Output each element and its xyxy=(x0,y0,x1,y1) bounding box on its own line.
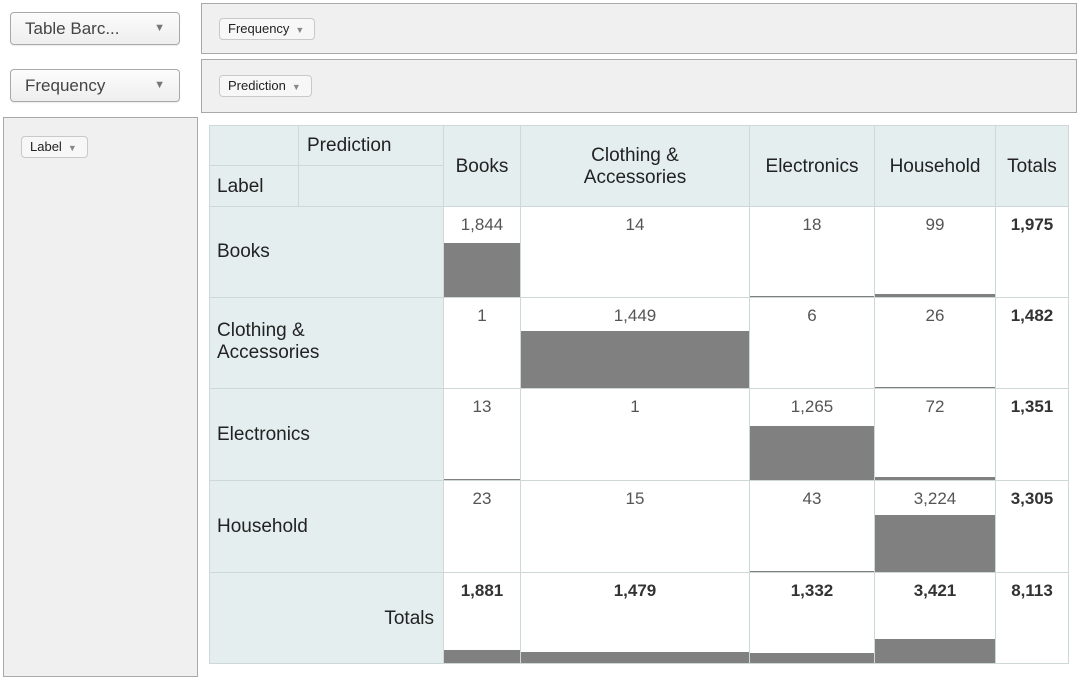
pill-triangle-icon[interactable]: ▼ xyxy=(291,82,301,92)
cell-value: 1,332 xyxy=(790,581,834,600)
cell-value: 18 xyxy=(802,215,822,234)
corner-cell xyxy=(209,125,299,166)
cell-bar xyxy=(875,387,995,388)
vals-area[interactable] xyxy=(201,3,1077,54)
col-total-cell: 1,881 xyxy=(443,572,521,664)
cell-value: 14 xyxy=(625,215,645,234)
cell-value: 3,224 xyxy=(913,489,957,508)
matrix-cell: 15 xyxy=(520,480,750,573)
rows-attr-pill[interactable]: Label ▼ xyxy=(21,136,88,158)
cell-value: 1,482 xyxy=(1010,306,1054,325)
cell-bar xyxy=(750,296,874,297)
matrix-cell: 18 xyxy=(749,206,875,298)
cell-value: 1,881 xyxy=(460,581,504,600)
matrix-cell: 6 xyxy=(749,297,875,389)
matrix-cell: 1,844 xyxy=(443,206,521,298)
row-header-totals: Totals xyxy=(209,572,444,664)
cell-value: 1 xyxy=(630,397,640,416)
aggregator-select-value: Frequency xyxy=(25,76,106,95)
cell-value: 1,844 xyxy=(460,215,504,234)
row-total-cell: 1,975 xyxy=(995,206,1069,298)
cell-value: 6 xyxy=(807,306,817,325)
rows-attr-label: Label xyxy=(30,139,62,154)
cell-bar xyxy=(521,331,749,388)
cell-value: 23 xyxy=(472,489,492,508)
col-total-cell: 1,332 xyxy=(749,572,875,664)
col-attr-header: Prediction xyxy=(298,125,444,166)
cell-value: 13 xyxy=(472,397,492,416)
row-header-clothing: Clothing & Accessories xyxy=(209,297,444,389)
row-total-cell: 1,482 xyxy=(995,297,1069,389)
col-header-household: Household xyxy=(874,125,996,207)
matrix-cell: 43 xyxy=(749,480,875,573)
cell-bar xyxy=(750,653,874,663)
cell-bar xyxy=(444,479,520,480)
matrix-cell: 26 xyxy=(874,297,996,389)
cell-bar xyxy=(444,243,520,297)
cell-bar xyxy=(521,652,749,663)
row-total-cell: 1,351 xyxy=(995,388,1069,481)
aggregator-select[interactable]: Frequency ▼ xyxy=(10,69,180,102)
row-header-books: Books xyxy=(209,206,444,298)
vals-attr-label: Frequency xyxy=(228,21,290,36)
cell-value: 1,449 xyxy=(613,306,657,325)
col-header-totals: Totals xyxy=(995,125,1069,207)
row-header-electronics: Electronics xyxy=(209,388,444,481)
matrix-cell: 1 xyxy=(520,388,750,481)
cell-value: 26 xyxy=(925,306,945,325)
cols-attr-label: Prediction xyxy=(228,78,286,93)
cell-value: 3,305 xyxy=(1010,489,1054,508)
grand-total-cell: 8,113 xyxy=(995,572,1069,664)
dropdown-arrow-icon: ▼ xyxy=(154,22,165,34)
cell-value: 1,351 xyxy=(1010,397,1054,416)
matrix-cell: 1,265 xyxy=(749,388,875,481)
cols-area[interactable] xyxy=(201,59,1077,113)
vals-attr-pill[interactable]: Frequency ▼ xyxy=(219,18,316,40)
renderer-select[interactable]: Table Barc... ▼ xyxy=(10,12,180,45)
pill-triangle-icon[interactable]: ▼ xyxy=(67,143,77,153)
cols-attr-pill[interactable]: Prediction ▼ xyxy=(219,75,312,97)
row-attr-header: Label xyxy=(209,165,299,207)
cell-bar xyxy=(875,515,995,572)
dropdown-arrow-icon: ▼ xyxy=(154,79,165,91)
cell-value: 1,975 xyxy=(1010,215,1054,234)
cell-value: 1,479 xyxy=(613,581,657,600)
cell-value: 8,113 xyxy=(1011,581,1053,600)
matrix-cell: 14 xyxy=(520,206,750,298)
col-header-clothing: Clothing & Accessories xyxy=(520,125,750,207)
matrix-cell: 1,449 xyxy=(520,297,750,389)
matrix-cell: 1 xyxy=(443,297,521,389)
cell-value: 43 xyxy=(802,489,822,508)
cell-value: 15 xyxy=(625,489,645,508)
cell-bar xyxy=(875,639,995,663)
cell-value: 1,265 xyxy=(790,397,834,416)
cell-bar xyxy=(750,426,874,480)
cell-bar xyxy=(875,294,995,297)
matrix-cell: 13 xyxy=(443,388,521,481)
corner-cell xyxy=(298,165,444,207)
renderer-select-value: Table Barc... xyxy=(25,19,120,38)
matrix-cell: 23 xyxy=(443,480,521,573)
cell-bar xyxy=(875,477,995,480)
cell-value: 3,421 xyxy=(913,581,957,600)
pill-triangle-icon[interactable]: ▼ xyxy=(295,25,305,35)
matrix-cell: 99 xyxy=(874,206,996,298)
row-total-cell: 3,305 xyxy=(995,480,1069,573)
matrix-cell: 3,224 xyxy=(874,480,996,573)
rows-area[interactable] xyxy=(3,117,198,677)
col-header-books: Books xyxy=(443,125,521,207)
cell-value: 1 xyxy=(477,306,487,325)
col-total-cell: 1,479 xyxy=(520,572,750,664)
cell-bar xyxy=(750,571,874,572)
row-header-household: Household xyxy=(209,480,444,573)
col-total-cell: 3,421 xyxy=(874,572,996,664)
cell-value: 72 xyxy=(925,397,945,416)
matrix-cell: 72 xyxy=(874,388,996,481)
col-header-electronics: Electronics xyxy=(749,125,875,207)
cell-bar xyxy=(444,650,520,663)
cell-value: 99 xyxy=(925,215,945,234)
